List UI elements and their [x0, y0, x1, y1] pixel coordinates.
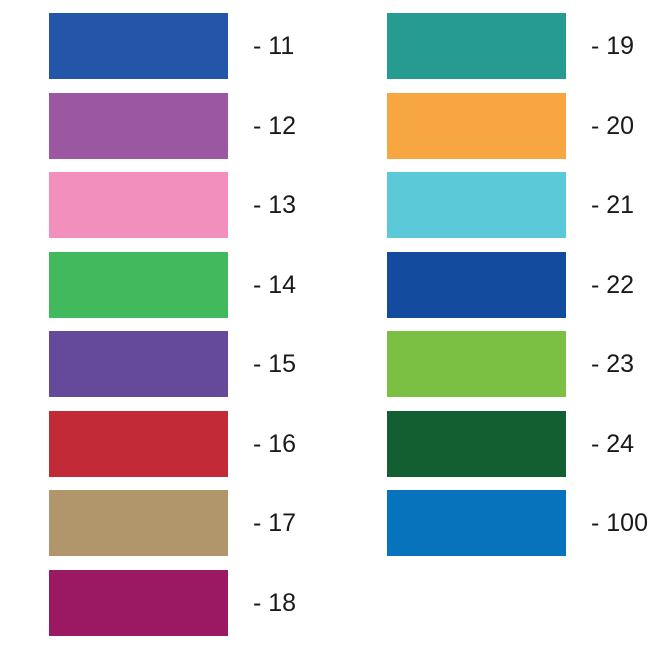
- legend-label: - 23: [591, 331, 634, 397]
- color-legend: - 11 - 12 - 13 - 14 - 15 - 16 - 17 - 18: [0, 0, 658, 634]
- legend-entry: - 12: [49, 93, 319, 173]
- legend-column-right: - 19 - 20 - 21 - 22 - 23 - 24 - 100: [387, 13, 657, 570]
- legend-label: - 16: [253, 411, 296, 477]
- legend-entry: - 23: [387, 331, 657, 411]
- legend-label: - 14: [253, 252, 296, 318]
- legend-entry: - 22: [387, 252, 657, 332]
- legend-column-left: - 11 - 12 - 13 - 14 - 15 - 16 - 17 - 18: [49, 13, 319, 649]
- color-swatch: [49, 93, 228, 159]
- legend-entry: - 100: [387, 490, 657, 570]
- color-swatch: [49, 13, 228, 79]
- color-swatch: [387, 490, 566, 556]
- color-swatch: [387, 252, 566, 318]
- legend-entry: - 14: [49, 252, 319, 332]
- legend-entry: - 11: [49, 13, 319, 93]
- color-swatch: [49, 490, 228, 556]
- color-swatch: [387, 13, 566, 79]
- legend-entry: - 18: [49, 570, 319, 649]
- legend-entry: - 19: [387, 13, 657, 93]
- color-swatch: [387, 172, 566, 238]
- legend-label: - 21: [591, 172, 634, 238]
- color-swatch: [387, 411, 566, 477]
- legend-entry: - 16: [49, 411, 319, 491]
- legend-entry: - 20: [387, 93, 657, 173]
- legend-entry: - 24: [387, 411, 657, 491]
- legend-entry: - 17: [49, 490, 319, 570]
- legend-label: - 13: [253, 172, 296, 238]
- legend-entry: - 13: [49, 172, 319, 252]
- legend-label: - 18: [253, 570, 296, 636]
- color-swatch: [387, 331, 566, 397]
- color-swatch: [49, 570, 228, 636]
- legend-label: - 20: [591, 93, 634, 159]
- legend-entry: - 21: [387, 172, 657, 252]
- legend-label: - 11: [253, 13, 294, 79]
- legend-label: - 17: [253, 490, 296, 556]
- legend-label: - 100: [591, 490, 648, 556]
- color-swatch: [49, 411, 228, 477]
- color-swatch: [49, 331, 228, 397]
- legend-label: - 19: [591, 13, 634, 79]
- legend-label: - 24: [591, 411, 634, 477]
- legend-entry: - 15: [49, 331, 319, 411]
- color-swatch: [387, 93, 566, 159]
- color-swatch: [49, 252, 228, 318]
- legend-label: - 22: [591, 252, 634, 318]
- legend-label: - 15: [253, 331, 296, 397]
- legend-label: - 12: [253, 93, 296, 159]
- color-swatch: [49, 172, 228, 238]
